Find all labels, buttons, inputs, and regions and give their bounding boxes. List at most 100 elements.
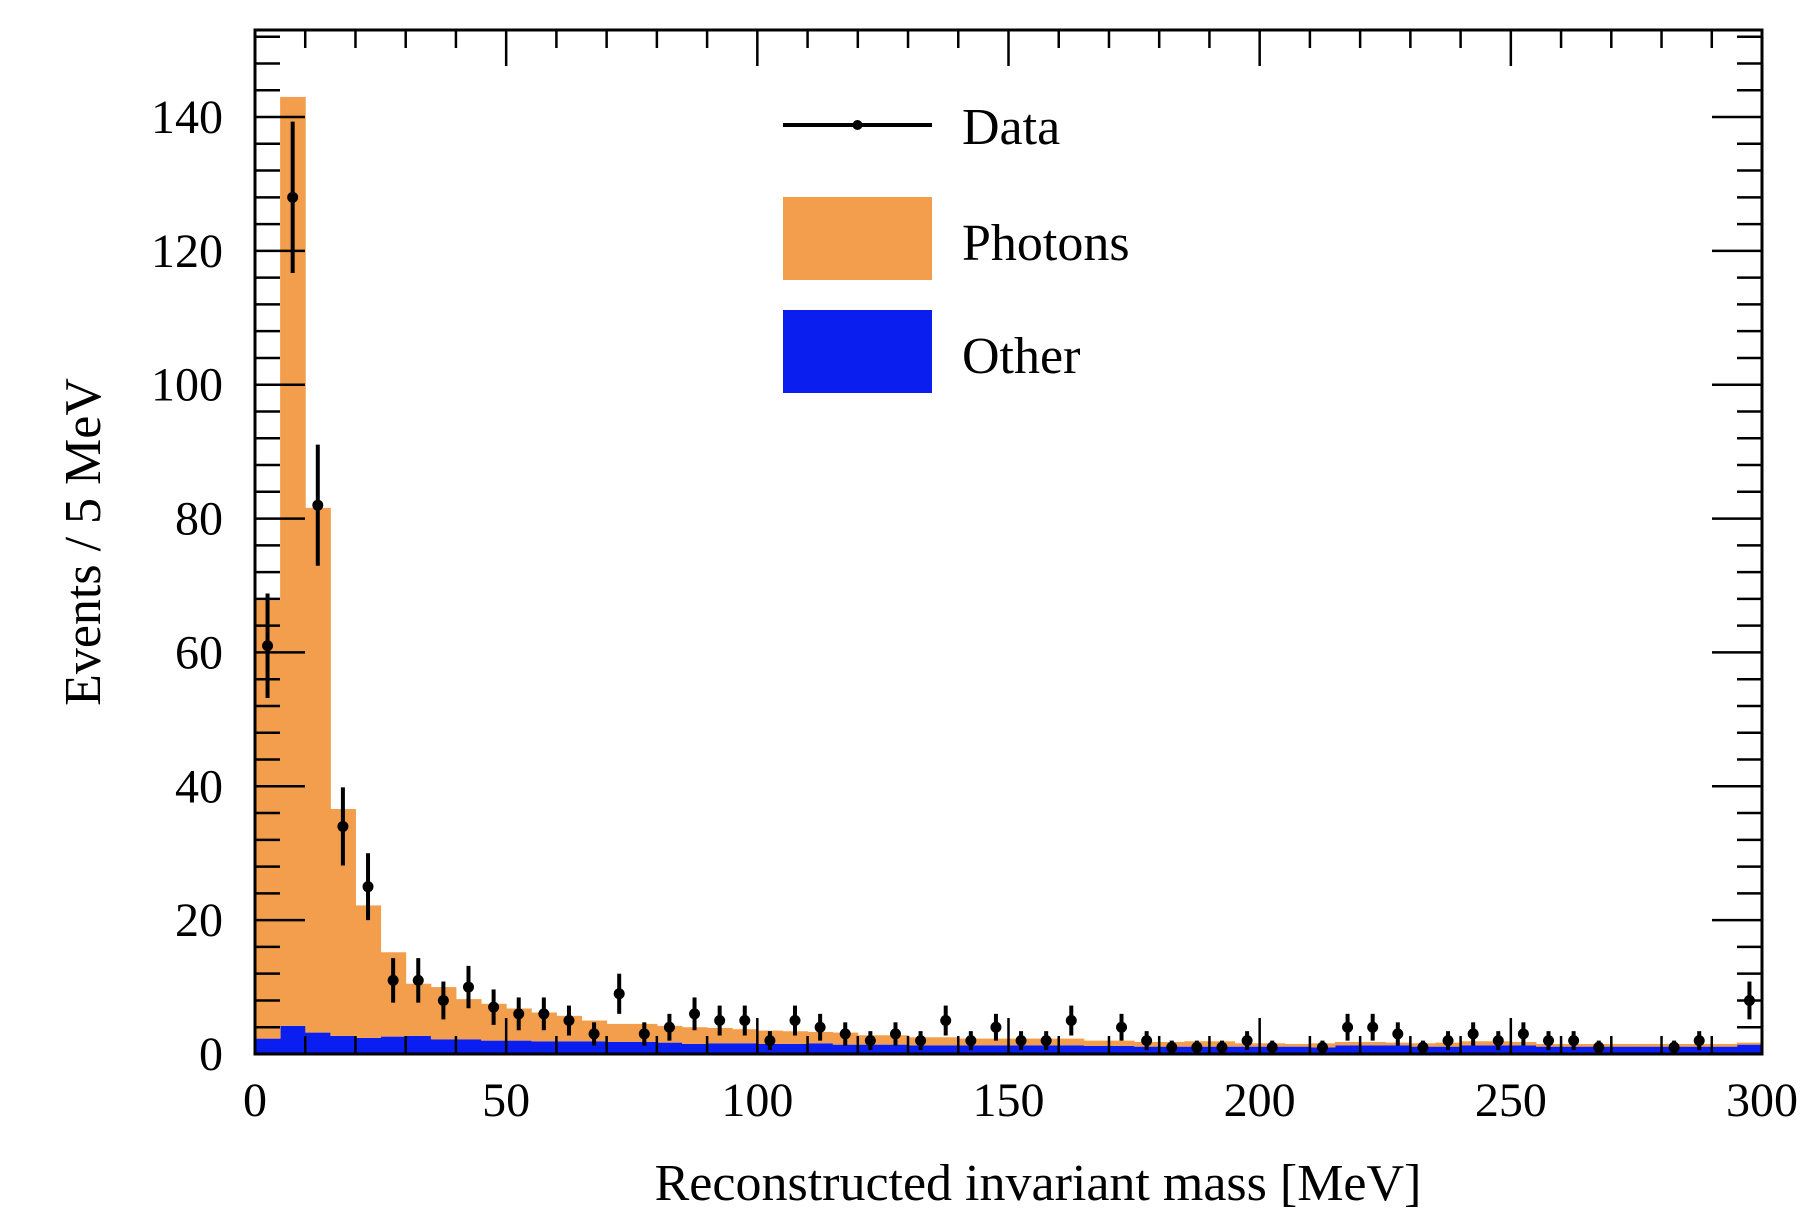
- other-bar: [355, 1037, 382, 1054]
- data-point: [1266, 1040, 1278, 1054]
- other-bar: [933, 1045, 959, 1054]
- other-bar: [983, 1045, 1009, 1054]
- data-marker: [1065, 1015, 1077, 1027]
- other-bar: [481, 1040, 507, 1054]
- data-marker: [814, 1021, 826, 1033]
- other-bar: [1435, 1046, 1462, 1054]
- data-point: [965, 1031, 977, 1051]
- legend-other-swatch: [783, 310, 932, 393]
- photons-bar: [1108, 1040, 1135, 1046]
- other-bar: [1234, 1046, 1261, 1054]
- data-marker: [1693, 1035, 1705, 1047]
- data-marker: [990, 1021, 1002, 1033]
- photons-bar: [983, 1038, 1009, 1046]
- data-point: [1492, 1031, 1504, 1051]
- data-point: [1693, 1031, 1705, 1051]
- data-marker: [965, 1035, 977, 1047]
- data-marker: [337, 820, 349, 832]
- data-point: [412, 958, 424, 1003]
- other-bar: [1360, 1045, 1386, 1054]
- data-point: [915, 1031, 927, 1051]
- data-point: [663, 1013, 675, 1041]
- data-marker: [287, 191, 299, 203]
- data-marker: [1467, 1028, 1479, 1040]
- other-bar: [430, 1039, 457, 1054]
- data-marker: [1141, 1035, 1153, 1047]
- other-bar: [330, 1035, 356, 1054]
- photons-bar: [1335, 1041, 1361, 1046]
- other-bar: [807, 1043, 834, 1054]
- other-bar: [882, 1044, 909, 1054]
- data-marker: [362, 881, 374, 893]
- data-point: [1342, 1013, 1354, 1041]
- data-point: [1141, 1031, 1153, 1051]
- photons-bar: [1636, 1043, 1663, 1047]
- tick-labels: 0 50 100 150 200 250 300 0 20 40 60 80 100 120 140: [151, 91, 1798, 1127]
- legend-data-label: Data: [962, 99, 1060, 156]
- other-bar: [1134, 1046, 1160, 1054]
- y-tick-label: 0: [199, 1028, 223, 1081]
- data-marker: [940, 1015, 952, 1027]
- other-bar: [1736, 1044, 1763, 1054]
- other-bar: [1535, 1046, 1562, 1054]
- data-marker: [1040, 1035, 1052, 1047]
- data-point: [864, 1031, 876, 1051]
- other-bar: [782, 1043, 809, 1054]
- data-marker: [563, 1015, 575, 1027]
- data-marker: [1492, 1035, 1504, 1047]
- y-tick-label: 20: [175, 894, 223, 947]
- data-marker: [437, 994, 449, 1006]
- other-bar: [531, 1041, 557, 1054]
- data-point: [488, 989, 500, 1025]
- data-marker: [1417, 1041, 1429, 1053]
- data-point: [1467, 1022, 1479, 1046]
- x-tick-label: 300: [1726, 1074, 1798, 1127]
- data-point: [387, 958, 399, 1003]
- data-marker: [1015, 1035, 1027, 1047]
- other-bar: [380, 1036, 407, 1054]
- photons-bar: [1360, 1041, 1386, 1046]
- other-bar: [280, 1025, 306, 1054]
- data-marker: [864, 1035, 876, 1047]
- photons-bar: [933, 1037, 959, 1046]
- data-points: [262, 121, 1755, 1054]
- data-point: [739, 1005, 751, 1036]
- photons-bar: [1083, 1040, 1110, 1046]
- data-point: [1417, 1040, 1429, 1054]
- other-bar: [656, 1042, 683, 1054]
- data-point: [437, 981, 449, 1020]
- other-bar: [832, 1044, 859, 1054]
- axis-ticks: [253, 30, 1764, 1056]
- data-marker: [714, 1015, 726, 1027]
- data-point: [814, 1013, 826, 1041]
- plot-frame: [253, 28, 1764, 1056]
- data-point: [1166, 1040, 1178, 1054]
- data-point: [1543, 1031, 1555, 1051]
- other-bar: [1460, 1045, 1487, 1054]
- data-point: [789, 1005, 801, 1036]
- photons-bar: [606, 1023, 633, 1042]
- data-point: [362, 853, 374, 921]
- other-bar: [1058, 1045, 1085, 1054]
- other-bar: [1636, 1046, 1663, 1054]
- other-bar: [606, 1041, 633, 1054]
- y-tick-label: 40: [175, 760, 223, 813]
- x-tick-label: 0: [243, 1074, 267, 1127]
- data-marker: [613, 988, 625, 1000]
- data-marker: [663, 1021, 675, 1033]
- data-point: [1040, 1031, 1052, 1051]
- data-point: [764, 1031, 776, 1051]
- legend-other-label: Other: [962, 328, 1080, 385]
- data-marker: [1316, 1041, 1328, 1053]
- photons-bar: [732, 1029, 758, 1044]
- data-marker: [1241, 1035, 1253, 1047]
- x-axis-title: Reconstructed invariant mass [MeV]: [655, 1155, 1422, 1212]
- other-bar: [707, 1043, 733, 1054]
- x-tick-label: 100: [721, 1074, 793, 1127]
- other-bar: [1108, 1045, 1135, 1054]
- y-axis-title: Events / 5 MeV: [55, 378, 112, 706]
- data-point: [538, 997, 550, 1031]
- data-point: [1392, 1022, 1404, 1046]
- data-marker: [1392, 1028, 1404, 1040]
